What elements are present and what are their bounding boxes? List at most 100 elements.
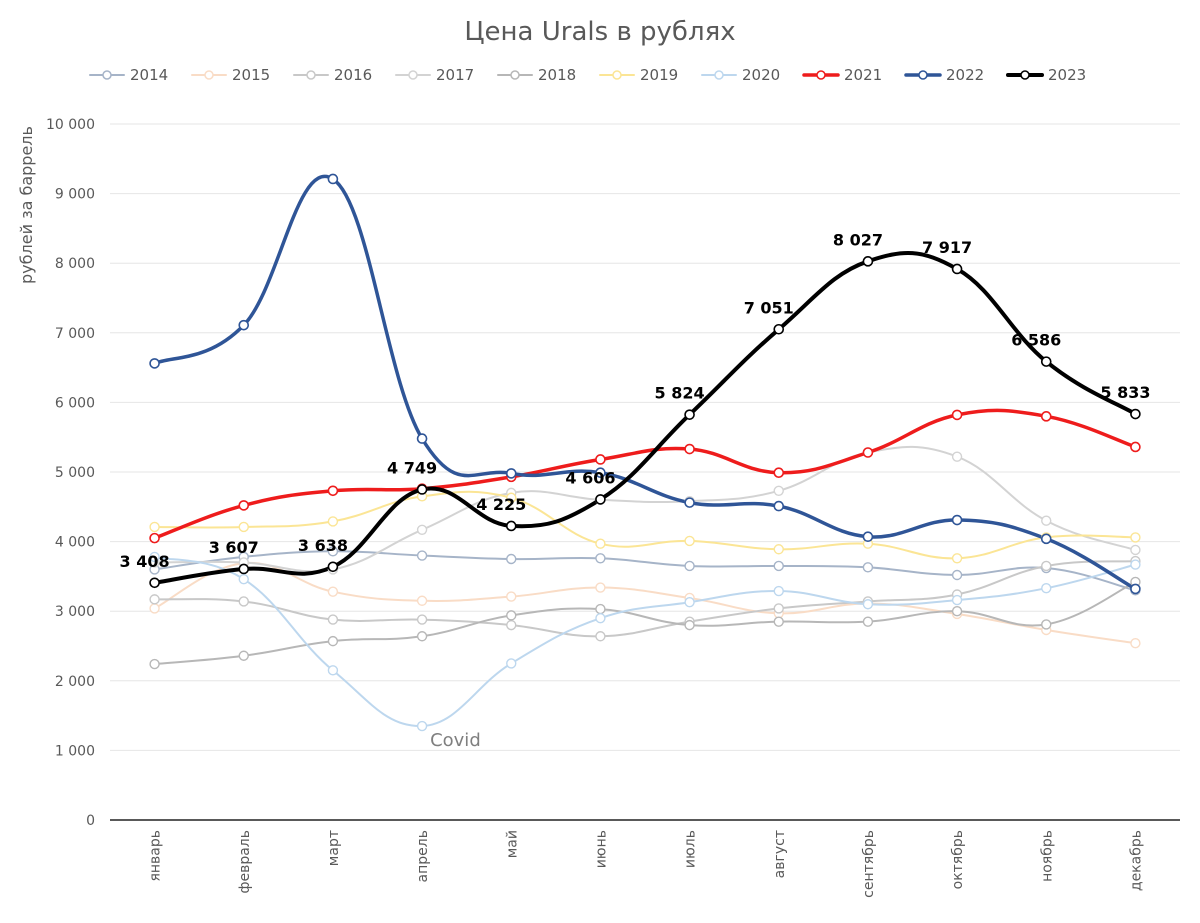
data-point-2016 xyxy=(327,614,339,625)
data-point-2020 xyxy=(238,573,249,585)
data-label: 4 749 xyxy=(387,458,437,477)
x-axis-ticks: январь февраль март апрель май июнь июль август… xyxy=(148,830,1145,898)
data-point-2020 xyxy=(773,585,784,597)
data-point-2022 xyxy=(416,433,428,444)
data-point-2015 xyxy=(416,595,428,606)
x-tick-label: сентябрь xyxy=(861,830,877,898)
data-point-2014 xyxy=(416,550,428,561)
grid xyxy=(110,123,1180,821)
y-tick-label: 3 000 xyxy=(55,604,95,620)
data-label: 5 833 xyxy=(1100,383,1150,402)
data-point-2022 xyxy=(595,467,606,478)
y-tick-label: 9 000 xyxy=(55,187,95,203)
data-point-2020 xyxy=(416,720,428,732)
series-lines xyxy=(152,174,1138,728)
x-tick-label: август xyxy=(772,830,788,878)
x-tick-label: декабрь xyxy=(1128,830,1144,891)
data-point-2014 xyxy=(595,553,606,564)
data-point-2022 xyxy=(149,358,160,369)
data-point-2018 xyxy=(595,603,606,615)
data-point-2018 xyxy=(327,635,339,647)
legend-marker xyxy=(102,70,112,80)
legend-label: 2015 xyxy=(232,66,270,84)
data-point-2023 xyxy=(951,263,963,275)
data-point-2021 xyxy=(595,454,606,465)
data-point-2023 xyxy=(416,484,428,495)
data-point-2018 xyxy=(506,610,517,621)
legend-marker xyxy=(816,70,826,80)
series-line-2020 xyxy=(153,555,1137,728)
data-point-2016 xyxy=(416,614,428,625)
x-tick-label: июнь xyxy=(593,830,609,868)
legend-label: 2021 xyxy=(844,66,882,84)
data-point-2022 xyxy=(951,514,963,526)
data-point-2015 xyxy=(1130,638,1141,649)
y-tick-label: 1 000 xyxy=(55,743,95,759)
legend-entry-2021: 2021 xyxy=(802,66,882,84)
legend-label: 2018 xyxy=(538,66,576,84)
data-label: 3 607 xyxy=(209,538,259,557)
y-tick-label: 6 000 xyxy=(55,395,95,411)
data-point-2021 xyxy=(773,467,785,478)
legend-marker xyxy=(714,70,724,80)
legend-label: 2016 xyxy=(334,66,372,84)
data-label: 5 824 xyxy=(655,384,705,403)
x-tick-label: апрель xyxy=(415,830,431,882)
data-point-2020 xyxy=(327,665,339,676)
data-point-2019 xyxy=(149,521,160,533)
legend-entry-2022: 2022 xyxy=(904,66,984,84)
data-point-2016 xyxy=(149,594,160,605)
legend-entry-2018: 2018 xyxy=(497,66,576,84)
data-point-2022 xyxy=(1040,533,1052,545)
y-tick-label: 7 000 xyxy=(55,326,95,342)
legend-label: 2019 xyxy=(640,66,678,84)
annotation-label: Covid xyxy=(430,730,481,751)
data-point-2021 xyxy=(1040,411,1052,422)
data-label: 6 586 xyxy=(1011,331,1061,350)
data-point-2020 xyxy=(684,596,695,608)
legend-label: 2023 xyxy=(1048,66,1086,84)
series-line-2023 xyxy=(152,251,1138,585)
data-point-2022 xyxy=(1130,583,1141,595)
legend-entry-2019: 2019 xyxy=(599,66,678,84)
data-point-2016 xyxy=(1041,560,1052,572)
series-line-2014 xyxy=(153,550,1137,592)
data-point-2023 xyxy=(595,494,606,505)
data-point-2014 xyxy=(951,569,963,581)
data-point-2019 xyxy=(506,492,517,503)
data-label: 3 638 xyxy=(298,536,348,555)
data-point-2017 xyxy=(773,485,784,496)
data-point-2016 xyxy=(773,603,784,614)
data-point-2020 xyxy=(149,551,160,563)
data-point-2018 xyxy=(951,606,963,617)
legend-entry-2016: 2016 xyxy=(293,66,372,84)
series-markers xyxy=(149,173,1141,732)
data-point-2020 xyxy=(595,612,606,624)
data-point-2018 xyxy=(862,616,874,627)
data-point-2016 xyxy=(238,596,249,607)
data-point-2017 xyxy=(1130,544,1141,556)
data-point-2023 xyxy=(238,563,250,575)
legend-marker xyxy=(510,70,520,80)
data-point-2021 xyxy=(149,532,160,544)
legend-marker xyxy=(612,70,622,80)
legend-marker xyxy=(1020,70,1030,80)
data-point-2015 xyxy=(595,582,606,593)
data-point-2021 xyxy=(238,500,250,511)
y-tick-label: 10 000 xyxy=(46,117,95,133)
data-point-2016 xyxy=(506,619,517,631)
series-line-2015 xyxy=(153,561,1137,645)
data-point-2016 xyxy=(595,631,606,642)
data-point-2019 xyxy=(773,544,784,555)
data-point-2018 xyxy=(149,658,160,670)
legend-entry-2020: 2020 xyxy=(701,66,780,84)
y-tick-label: 2 000 xyxy=(55,674,95,690)
data-point-2023 xyxy=(684,409,695,420)
data-point-2021 xyxy=(951,409,963,421)
data-point-2018 xyxy=(684,619,695,631)
x-tick-label: март xyxy=(326,830,342,866)
data-point-2022 xyxy=(684,497,695,508)
data-point-2021 xyxy=(862,447,874,458)
data-point-2023 xyxy=(773,323,785,335)
data-label: 4 606 xyxy=(565,468,615,487)
